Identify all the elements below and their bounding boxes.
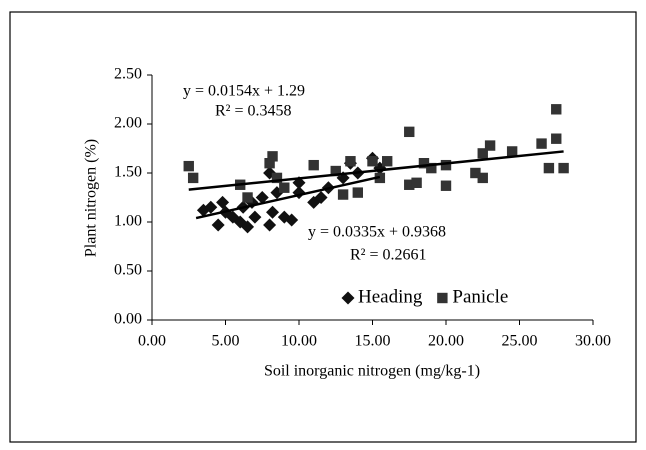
square-marker (337, 189, 349, 200)
trend-equation: y = 0.0335x + 0.9368 (308, 224, 446, 241)
diamond-marker (241, 220, 255, 234)
square-marker (267, 151, 278, 162)
y-tick-label: 2.00 (114, 115, 142, 132)
square-marker (477, 148, 488, 159)
x-tick-label: 5.00 (212, 333, 240, 350)
y-tick-label: 1.50 (114, 164, 142, 181)
diamond-marker (216, 195, 230, 209)
square-marker (506, 146, 518, 157)
diamond-marker (204, 200, 218, 214)
diamond-marker (341, 291, 355, 305)
x-tick-label: 0.00 (138, 333, 166, 350)
chart-frame (9, 11, 637, 443)
square-marker (264, 158, 275, 169)
x-tick-label: 15.00 (355, 333, 391, 350)
square-marker (271, 172, 283, 184)
square-marker (437, 292, 448, 304)
diamond-marker (266, 205, 280, 219)
square-marker (477, 172, 488, 184)
square-marker (242, 192, 253, 203)
square-marker (536, 138, 547, 149)
x-tick-label: 30.00 (575, 333, 611, 350)
square-marker (426, 162, 437, 174)
square-marker (484, 140, 496, 151)
square-marker (418, 158, 430, 169)
trend-line (188, 150, 564, 191)
square-marker (382, 156, 393, 167)
y-tick-label: 0.00 (114, 311, 142, 328)
square-marker (330, 165, 341, 177)
square-marker (404, 179, 415, 190)
diamond-marker (255, 191, 269, 204)
diamond-marker (248, 210, 262, 224)
y-tick-label: 2.50 (114, 66, 142, 83)
legend-label: Heading (358, 286, 423, 307)
square-marker (404, 126, 415, 138)
x-tick-label: 25.00 (502, 333, 538, 350)
square-marker (183, 160, 194, 172)
diamond-marker (263, 218, 277, 232)
square-marker (470, 167, 481, 179)
square-marker (440, 180, 452, 191)
y-tick-label: 0.50 (114, 262, 142, 279)
x-tick-label: 20.00 (428, 333, 464, 350)
x-axis-label: Soil inorganic nitrogen (mg/kg-1) (264, 363, 480, 380)
trend-equation: R² = 0.2661 (350, 247, 427, 264)
square-marker (551, 104, 562, 115)
trend-equation: y = 0.0154x + 1.29 (183, 83, 305, 100)
square-marker (411, 177, 422, 188)
square-marker (352, 187, 363, 198)
square-marker (308, 159, 319, 171)
square-marker (440, 159, 452, 171)
square-marker (279, 182, 290, 193)
x-tick-label: 10.00 (281, 333, 317, 350)
square-marker (367, 156, 378, 167)
trend-line (195, 175, 381, 220)
square-marker (551, 133, 562, 144)
diamond-marker (314, 191, 328, 204)
square-marker (345, 156, 356, 167)
diamond-marker (211, 218, 225, 232)
square-marker (187, 172, 199, 184)
square-marker (543, 162, 555, 174)
trend-equation: R² = 0.3458 (215, 103, 292, 120)
legend-label: Panicle (452, 286, 508, 307)
square-marker (558, 162, 569, 174)
y-axis-label: Plant nitrogen (%) (83, 139, 100, 257)
diamond-marker (285, 213, 299, 227)
y-tick-label: 1.00 (114, 213, 142, 230)
